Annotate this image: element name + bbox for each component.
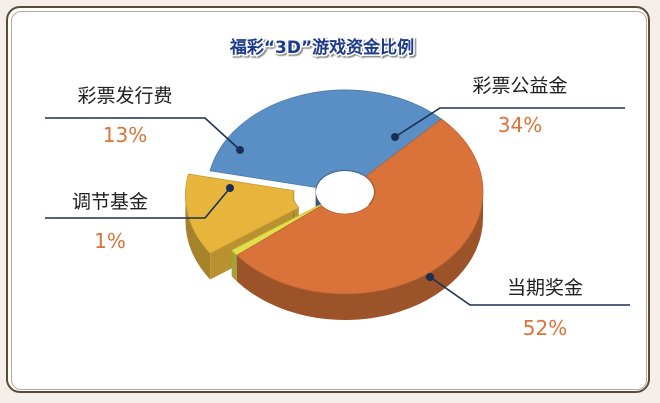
label-public-welfare: 彩票公益金 bbox=[472, 75, 567, 97]
slice-public-welfare bbox=[209, 89, 443, 188]
slice-issuance-fee-side bbox=[185, 195, 211, 280]
leader-line-public-welfare bbox=[394, 107, 625, 138]
leader-dot-adjustment-fund bbox=[226, 184, 234, 192]
leader-dot-public-welfare bbox=[391, 133, 399, 141]
leader-line-adjustment-fund bbox=[45, 187, 231, 219]
value-label-public-welfare: 34% bbox=[498, 113, 542, 137]
slice-issuance-fee bbox=[185, 173, 300, 254]
value-label-adjustment-fund: 1% bbox=[94, 229, 126, 253]
leader-line-issuance-fee bbox=[45, 117, 241, 151]
slice-current-prize-side bbox=[236, 192, 483, 320]
leader-dot-issuance-fee bbox=[236, 146, 244, 154]
label-issuance-fee: 彩票发行费 bbox=[77, 85, 172, 107]
leader-dot-current-prize bbox=[426, 273, 434, 281]
value-label-current-prize: 52% bbox=[523, 316, 567, 340]
leader-line-current-prize bbox=[429, 276, 630, 306]
label-adjustment-fund: 调节基金 bbox=[72, 191, 148, 213]
value-label-issuance-fee: 13% bbox=[103, 123, 147, 147]
slice-adjustment-fund-side bbox=[231, 250, 237, 282]
slice-current-prize bbox=[236, 118, 484, 295]
donut-hole bbox=[316, 171, 374, 213]
label-current-prize: 当期奖金 bbox=[507, 277, 583, 299]
chart-title: 福彩“3D”游戏资金比例 bbox=[229, 37, 414, 58]
